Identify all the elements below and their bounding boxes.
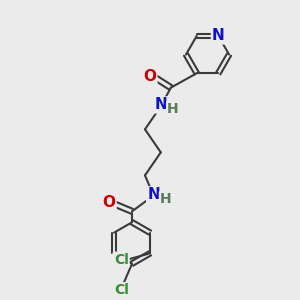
Text: Cl: Cl [115, 283, 129, 297]
Text: Cl: Cl [114, 253, 129, 267]
Text: O: O [103, 195, 116, 210]
Text: N: N [147, 188, 160, 202]
Text: H: H [167, 102, 179, 116]
Text: O: O [143, 69, 156, 84]
Text: N: N [212, 28, 225, 44]
Text: N: N [154, 98, 167, 112]
Text: H: H [160, 192, 172, 206]
